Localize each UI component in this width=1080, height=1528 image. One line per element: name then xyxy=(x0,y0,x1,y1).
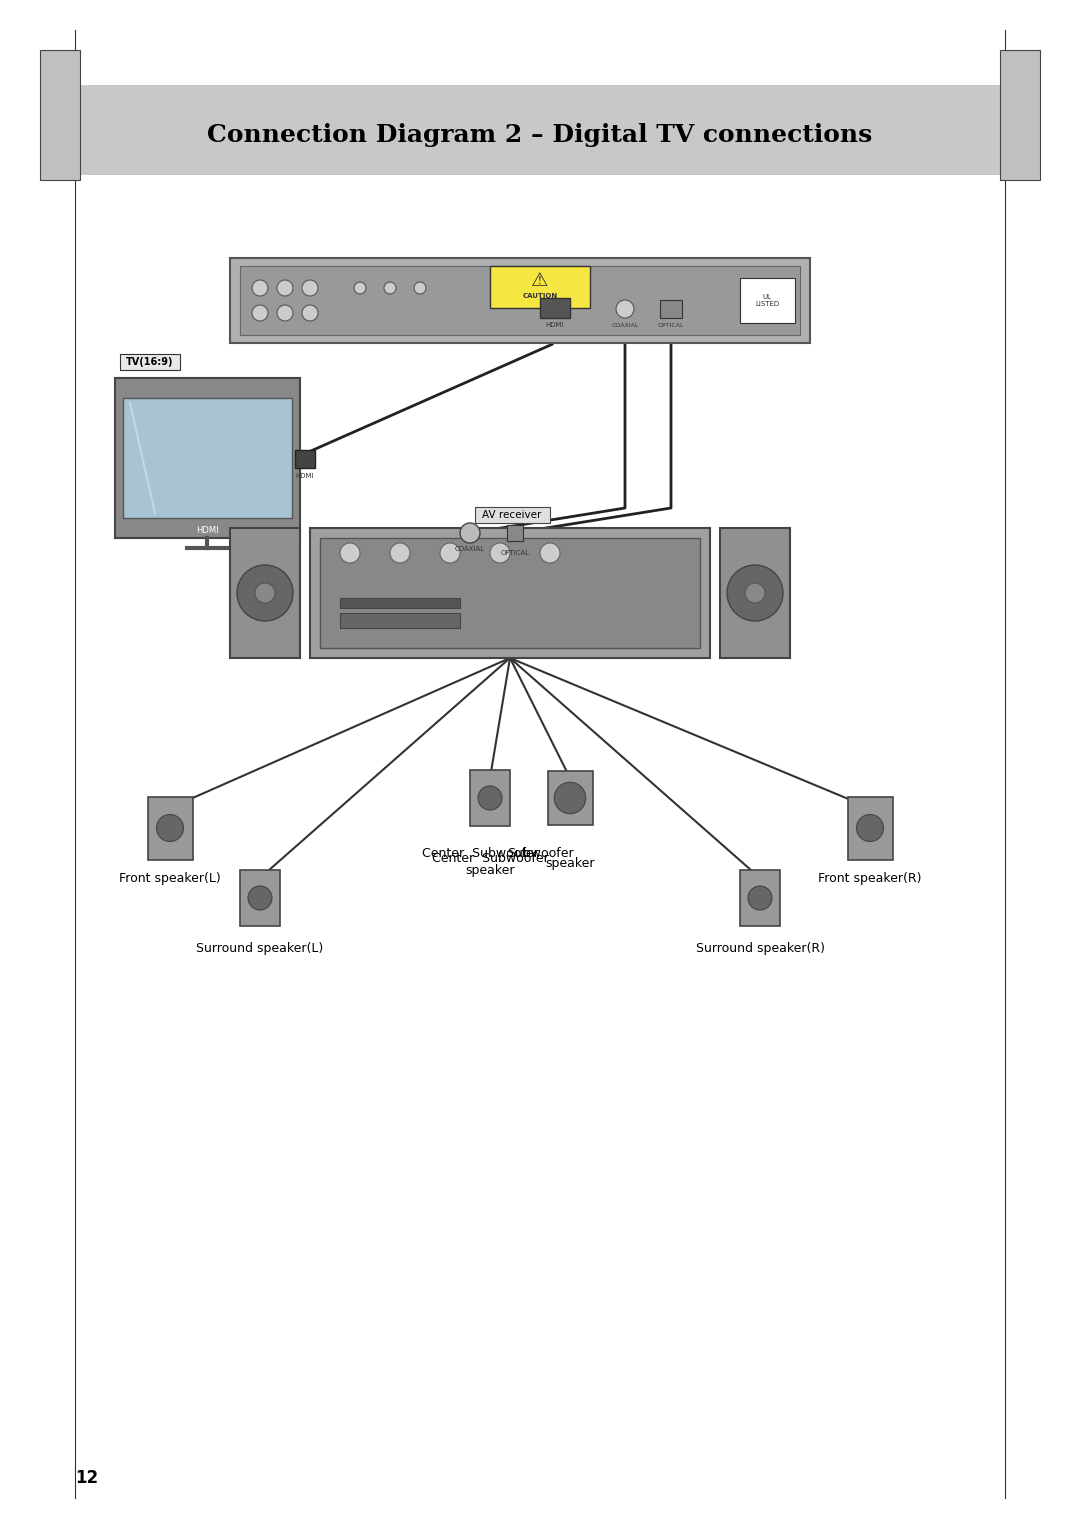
Text: Center  Subwoofer: Center Subwoofer xyxy=(421,847,538,859)
Bar xyxy=(340,597,460,608)
Circle shape xyxy=(157,814,184,842)
Circle shape xyxy=(384,283,396,293)
Bar xyxy=(148,796,193,859)
Bar xyxy=(848,796,893,859)
Text: AV receiver: AV receiver xyxy=(483,510,542,520)
Bar xyxy=(340,613,460,628)
Circle shape xyxy=(856,814,883,842)
Bar xyxy=(320,538,700,648)
Text: Connection Diagram 2 – Digital TV connections: Connection Diagram 2 – Digital TV connec… xyxy=(207,122,873,147)
Text: Front speaker(L): Front speaker(L) xyxy=(119,871,221,885)
Text: Subwoofer: Subwoofer xyxy=(507,847,573,859)
Circle shape xyxy=(302,306,318,321)
Text: COAXIAL: COAXIAL xyxy=(455,545,485,552)
Bar xyxy=(40,86,1040,176)
Circle shape xyxy=(252,306,268,321)
Text: CAUTION: CAUTION xyxy=(523,293,557,299)
Bar xyxy=(548,772,593,825)
Text: speaker: speaker xyxy=(465,863,515,877)
Circle shape xyxy=(252,280,268,296)
Bar xyxy=(310,529,710,659)
Bar xyxy=(120,354,180,370)
Bar xyxy=(240,266,800,335)
Circle shape xyxy=(460,523,480,542)
Bar xyxy=(40,55,80,176)
Text: OPTICAL: OPTICAL xyxy=(658,322,685,327)
Circle shape xyxy=(237,565,293,620)
Bar xyxy=(660,299,681,318)
Bar xyxy=(1000,50,1040,180)
Bar xyxy=(720,529,789,659)
Circle shape xyxy=(302,280,318,296)
Bar xyxy=(470,770,510,827)
Circle shape xyxy=(478,785,502,810)
Bar xyxy=(475,507,550,523)
Bar xyxy=(1000,55,1040,176)
Text: COAXIAL: COAXIAL xyxy=(611,322,638,327)
Circle shape xyxy=(255,584,275,604)
Text: HDMI: HDMI xyxy=(195,526,218,535)
Bar xyxy=(540,298,570,318)
Circle shape xyxy=(554,782,585,814)
Text: Center  Subwoofer: Center Subwoofer xyxy=(432,851,549,865)
Circle shape xyxy=(745,584,765,604)
Bar xyxy=(123,397,292,518)
Circle shape xyxy=(354,283,366,293)
Circle shape xyxy=(248,886,272,911)
Circle shape xyxy=(276,280,293,296)
Text: HDMI: HDMI xyxy=(545,322,564,329)
Text: HDMI: HDMI xyxy=(296,474,314,478)
Circle shape xyxy=(616,299,634,318)
Circle shape xyxy=(727,565,783,620)
Circle shape xyxy=(440,542,460,562)
Text: Front speaker(R): Front speaker(R) xyxy=(819,871,921,885)
Bar xyxy=(507,526,523,541)
Text: Surround speaker(L): Surround speaker(L) xyxy=(197,941,324,955)
Bar xyxy=(40,50,80,180)
Circle shape xyxy=(340,542,360,562)
Bar xyxy=(740,869,780,926)
Circle shape xyxy=(540,542,561,562)
Text: OPTICAL: OPTICAL xyxy=(500,550,529,556)
Bar xyxy=(240,869,280,926)
Bar xyxy=(490,266,590,309)
Bar xyxy=(114,377,300,538)
Text: speaker: speaker xyxy=(545,857,595,869)
Bar xyxy=(230,258,810,342)
Circle shape xyxy=(276,306,293,321)
Circle shape xyxy=(490,542,510,562)
Text: Surround speaker(R): Surround speaker(R) xyxy=(696,941,824,955)
Circle shape xyxy=(748,886,772,911)
Circle shape xyxy=(414,283,426,293)
Bar xyxy=(740,278,795,322)
Circle shape xyxy=(390,542,410,562)
Bar xyxy=(230,529,300,659)
Text: UL
LISTED: UL LISTED xyxy=(755,293,779,307)
Text: ⚠: ⚠ xyxy=(531,270,549,289)
Text: 12: 12 xyxy=(75,1468,98,1487)
Bar xyxy=(295,451,315,468)
Text: TV(16:9): TV(16:9) xyxy=(126,358,174,367)
